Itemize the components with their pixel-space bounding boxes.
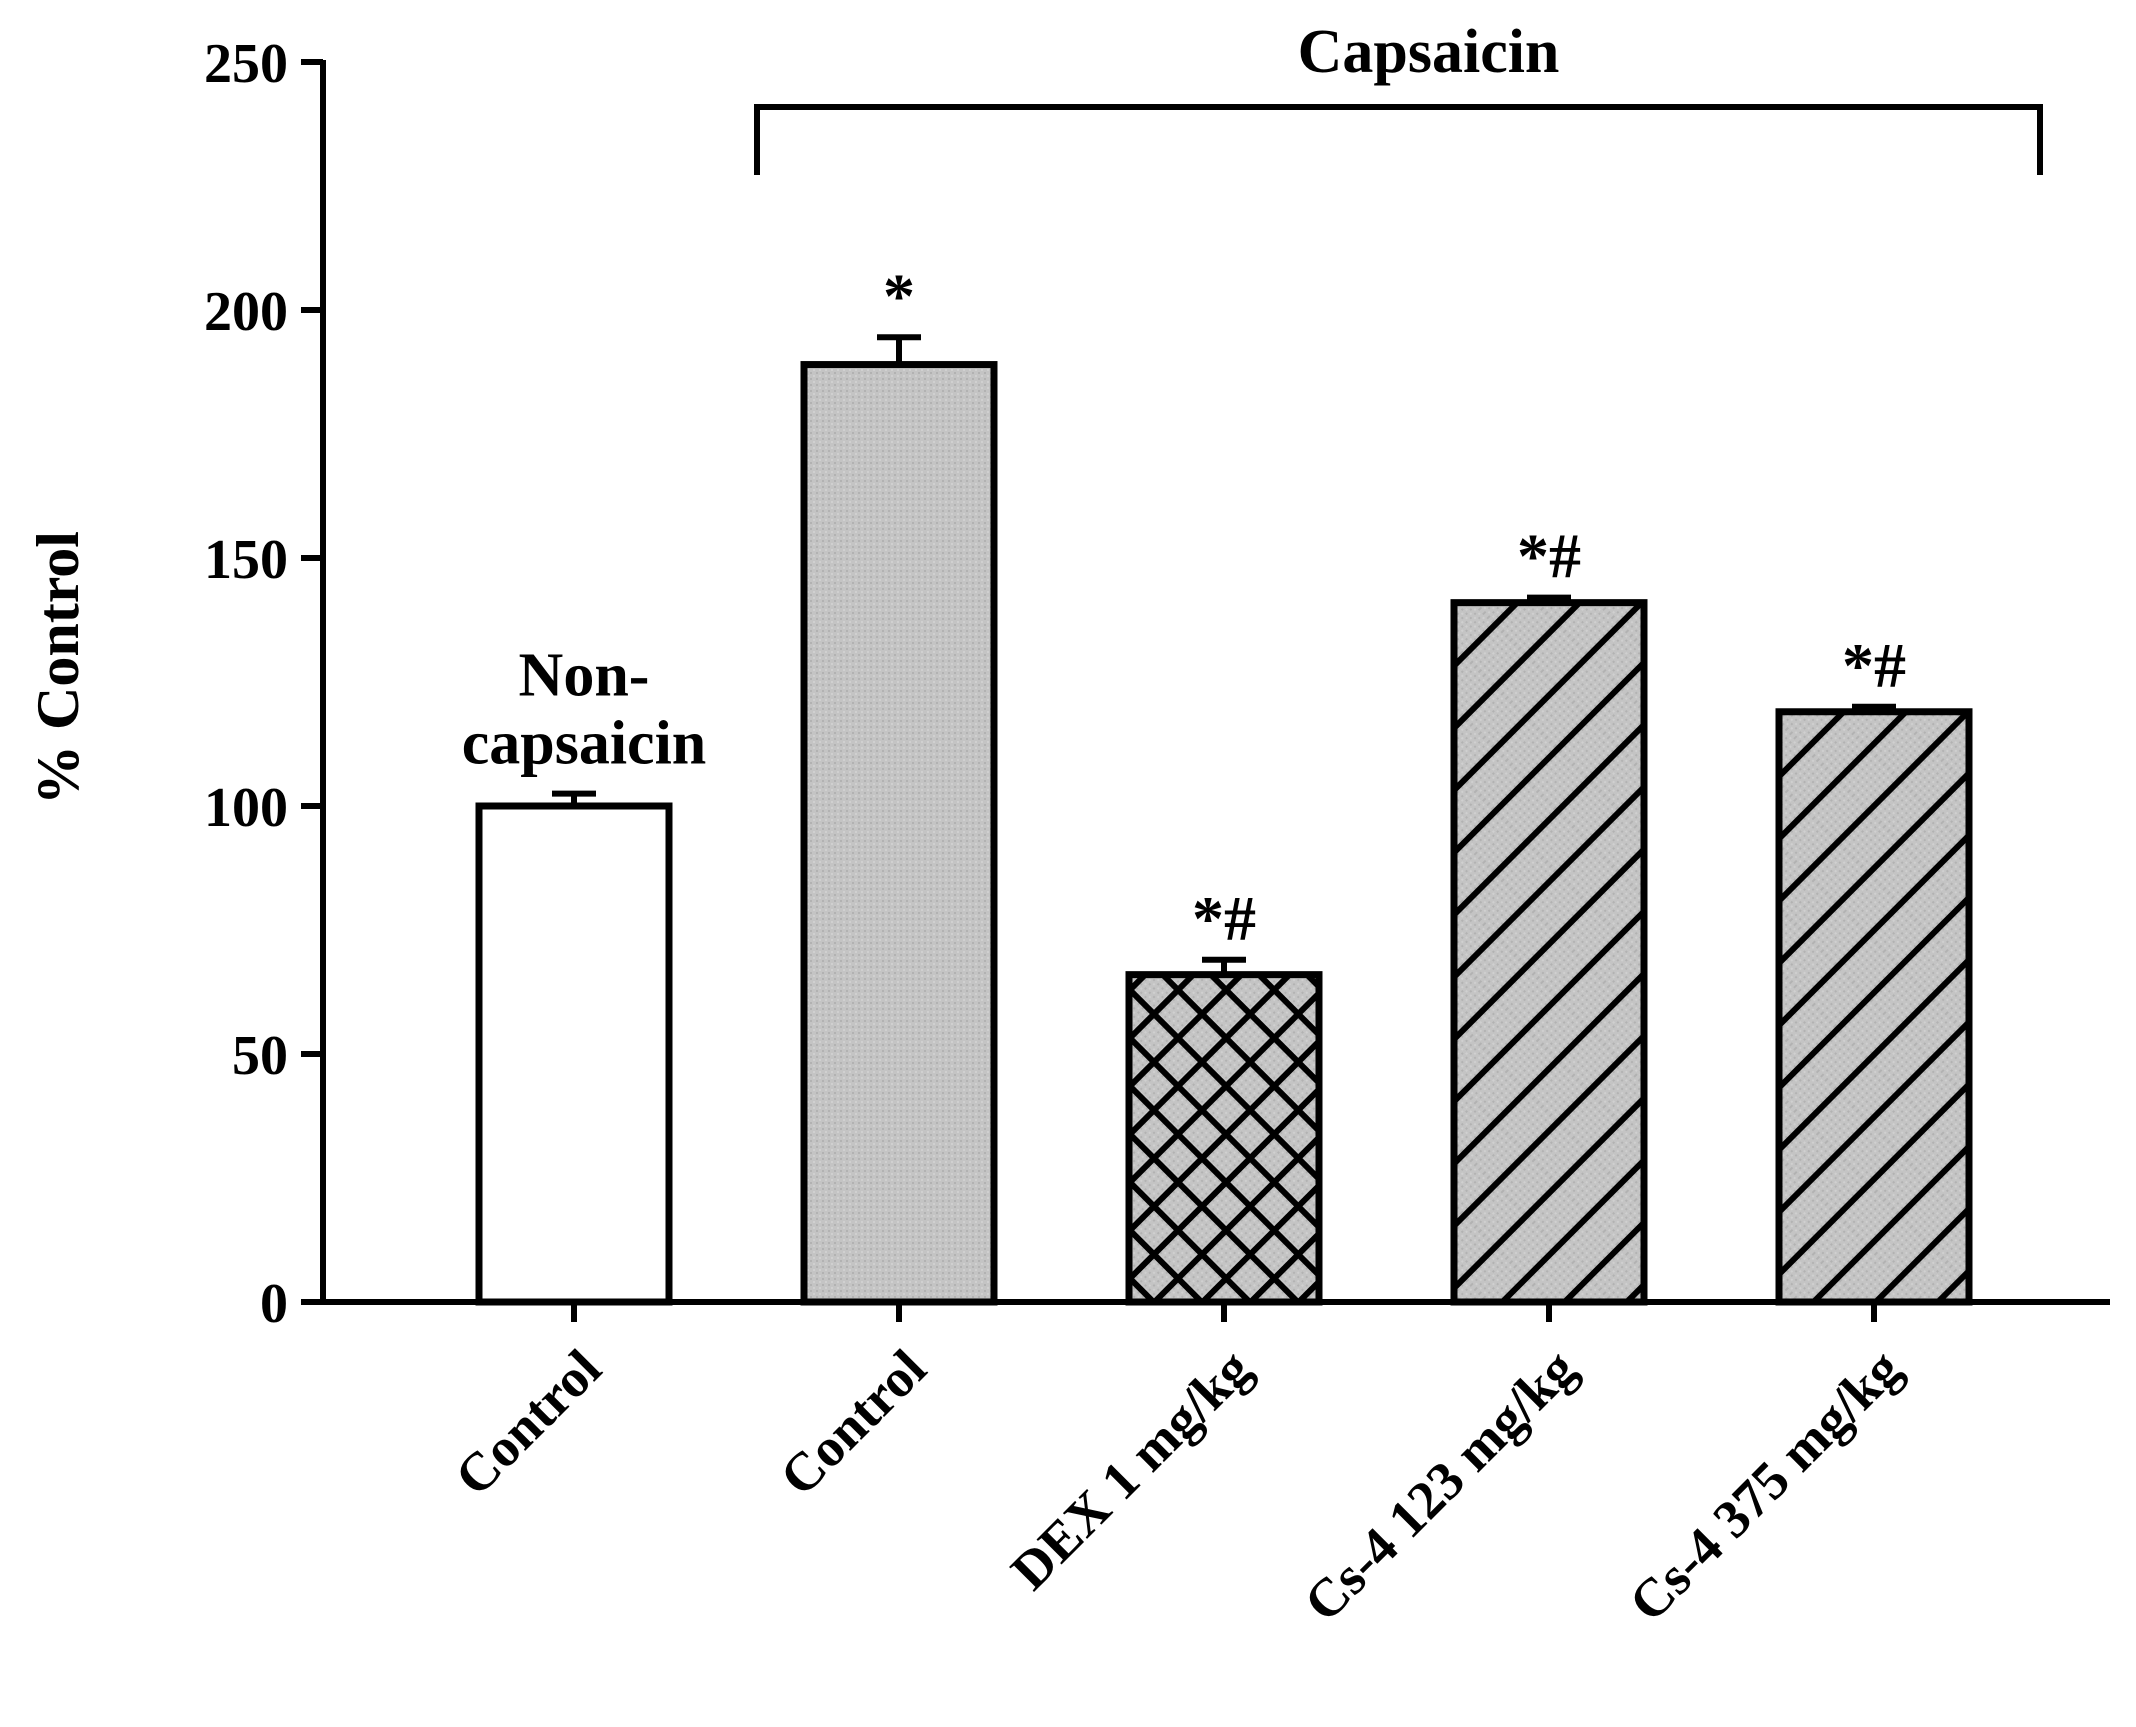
bars bbox=[475, 334, 1973, 1306]
bar-annotation-label: capsaicin bbox=[462, 710, 707, 778]
y-tick-label: 0 bbox=[260, 1273, 288, 1335]
bar bbox=[475, 802, 673, 1306]
y-tick-label: 50 bbox=[232, 1025, 288, 1087]
x-tick-label: Control bbox=[768, 1338, 937, 1507]
x-tick-label: Cs-4 123 mg/kg bbox=[1293, 1338, 1588, 1633]
bracket-label: Capsaicin bbox=[1298, 18, 1560, 86]
bar bbox=[1450, 599, 1648, 1306]
x-tick-label: Cs-4 375 mg/kg bbox=[1618, 1338, 1913, 1633]
y-axis-label: % Control bbox=[25, 531, 91, 805]
significance-marker: *# bbox=[1192, 883, 1256, 954]
y-axis: 0 50 100 150 200 250 bbox=[204, 33, 326, 1335]
y-tick-label: 200 bbox=[204, 281, 288, 343]
bar bbox=[1775, 708, 1973, 1306]
group-bracket: Capsaicin bbox=[754, 18, 2043, 175]
significance-marker: * bbox=[883, 260, 915, 331]
significance-marker: *# bbox=[1842, 630, 1906, 701]
y-tick-label: 150 bbox=[204, 529, 288, 591]
y-tick-label: 250 bbox=[204, 33, 288, 95]
y-tick-label: 100 bbox=[204, 777, 288, 839]
annotations: * *# *# *# Non-capsaicin bbox=[462, 260, 1906, 953]
bar bbox=[1125, 971, 1323, 1306]
x-tick-label: DEX 1 mg/kg bbox=[999, 1338, 1262, 1601]
x-tick-label: Control bbox=[443, 1338, 612, 1507]
bracket-line bbox=[754, 104, 2043, 175]
x-axis: Control Control DEX 1 mg/kg Cs-4 123 mg/kg C… bbox=[320, 1299, 2110, 1633]
significance-marker: *# bbox=[1517, 521, 1581, 592]
bar-annotation-label: Non- bbox=[519, 642, 650, 710]
bar bbox=[800, 361, 998, 1306]
